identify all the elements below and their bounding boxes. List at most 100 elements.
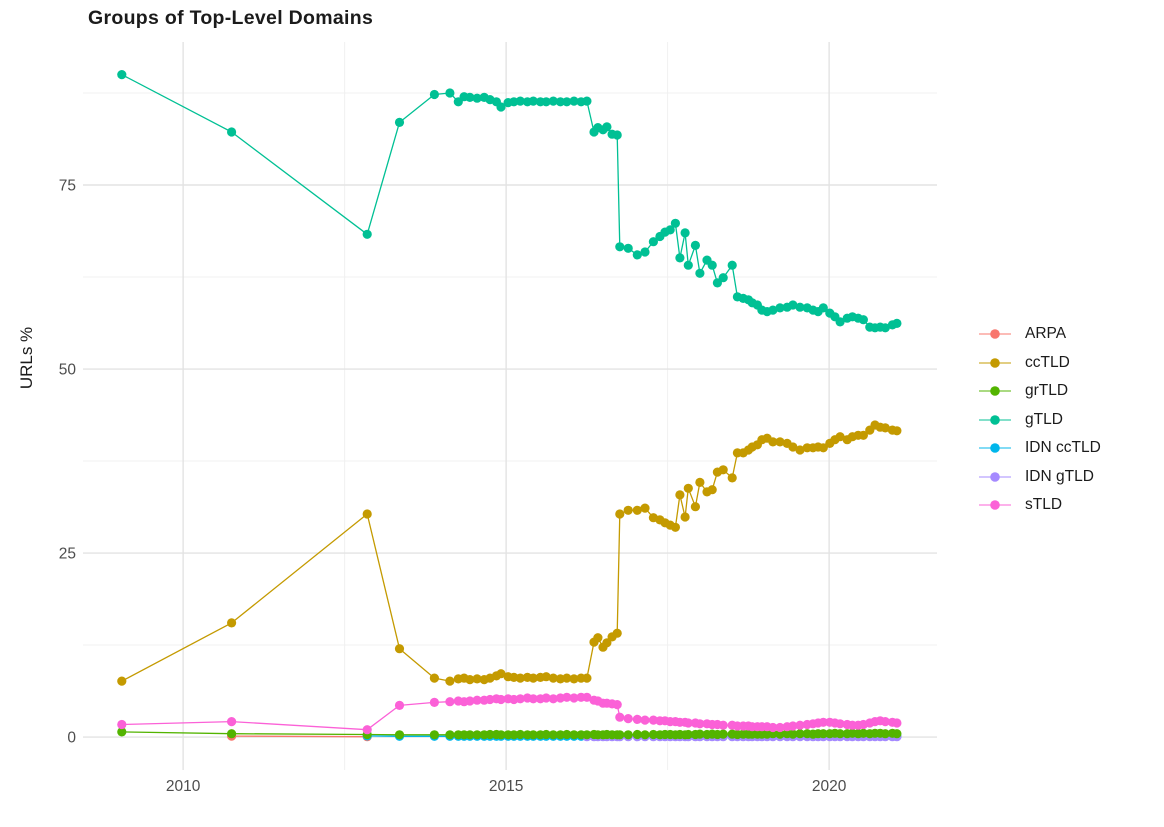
data-point-cctld <box>680 512 690 522</box>
data-point-cctld <box>117 676 127 686</box>
data-point-grtld <box>695 729 705 739</box>
data-point-gtld <box>496 102 506 112</box>
data-point-cctld <box>227 618 237 628</box>
data-point-grtld <box>835 729 845 739</box>
data-point-grtld <box>818 729 828 739</box>
data-point-grtld <box>788 729 798 739</box>
data-point-grtld <box>429 730 439 740</box>
series-stld-points <box>117 692 902 735</box>
data-point-gtld <box>562 97 572 107</box>
series-gtld-line <box>121 74 898 329</box>
legend-label-cctld: ccTLD <box>1025 353 1070 371</box>
data-point-cctld <box>569 674 579 684</box>
legend-key-dot <box>990 386 1000 396</box>
legend-key-dot <box>990 357 1000 368</box>
data-point-stld <box>775 722 785 733</box>
data-point-gtld <box>472 93 482 103</box>
chart-title: Groups of Top-Level Domains <box>88 7 374 29</box>
data-point-cctld <box>429 673 439 683</box>
data-point-grtld <box>445 730 455 740</box>
legend-key-stld <box>979 500 1011 510</box>
legend-label-idn-cctld: IDN ccTLD <box>1025 439 1101 456</box>
data-point-cctld <box>612 628 622 638</box>
data-point-grtld <box>775 729 785 739</box>
y-tick-label: 50 <box>59 362 77 379</box>
data-point-gtld <box>569 96 579 106</box>
data-point-stld <box>718 720 728 730</box>
data-point-cctld <box>548 673 558 683</box>
data-point-cctld <box>775 437 785 447</box>
data-point-gtld <box>632 250 642 260</box>
data-point-grtld <box>718 729 728 739</box>
data-point-grtld <box>632 729 642 740</box>
data-point-stld <box>429 697 439 708</box>
data-point-cctld <box>795 445 805 455</box>
x-tick-label: 2010 <box>166 778 201 795</box>
data-point-gtld <box>612 130 622 140</box>
legend-item-grtld: grTLD <box>978 381 1101 401</box>
data-point-gtld <box>768 305 778 315</box>
data-point-cctld <box>640 503 650 513</box>
data-point-gtld <box>528 96 538 106</box>
y-axis-title: URLs % <box>17 326 36 390</box>
data-point-stld <box>632 714 642 725</box>
legend-key-dot <box>990 500 1000 510</box>
data-point-gtld <box>445 88 455 98</box>
data-point-stld <box>528 694 538 704</box>
legend-label-gtld: gTLD <box>1025 410 1063 428</box>
data-point-cctld <box>632 505 642 515</box>
data-point-gtld <box>818 303 828 313</box>
data-point-cctld <box>615 509 625 519</box>
data-point-cctld <box>362 509 372 519</box>
data-point-grtld <box>623 730 633 740</box>
data-point-cctld <box>695 477 705 487</box>
legend-key-cctld <box>979 357 1011 368</box>
data-point-gtld <box>775 303 785 313</box>
data-point-grtld <box>528 730 538 740</box>
data-point-stld <box>541 693 551 703</box>
data-point-cctld <box>445 676 455 686</box>
legend-item-idn-cctld: IDN ccTLD <box>978 438 1101 458</box>
y-tick-label: 25 <box>59 546 76 563</box>
data-point-cctld <box>562 673 572 683</box>
data-point-gtld <box>582 96 592 106</box>
data-point-grtld <box>640 730 650 740</box>
data-point-stld <box>394 700 405 711</box>
data-point-gtld <box>515 96 525 106</box>
data-point-grtld <box>496 730 506 740</box>
legend-item-idn-gtld: IDN gTLD <box>978 467 1101 487</box>
data-point-gtld <box>680 228 690 238</box>
data-point-gtld <box>795 302 805 312</box>
data-point-gtld <box>788 300 798 310</box>
data-point-grtld <box>541 729 551 740</box>
data-point-gtld <box>707 260 717 270</box>
data-point-gtld <box>623 243 633 253</box>
data-point-gtld <box>892 318 902 328</box>
data-point-stld <box>548 694 558 704</box>
data-point-cctld <box>707 485 717 495</box>
data-point-cctld <box>472 674 482 684</box>
data-point-grtld <box>795 729 805 739</box>
series-gtld-points <box>117 70 902 333</box>
data-point-stld <box>615 712 625 722</box>
data-point-cctld <box>788 442 798 452</box>
data-point-stld <box>117 719 127 730</box>
data-point-grtld <box>569 730 579 740</box>
data-point-cctld <box>465 675 475 685</box>
data-point-grtld <box>227 729 237 739</box>
data-point-stld <box>818 717 828 727</box>
data-point-stld <box>795 720 805 730</box>
data-point-grtld <box>880 729 890 739</box>
data-point-stld <box>612 700 622 710</box>
legend-key-gtld <box>979 414 1011 425</box>
y-tick-label: 0 <box>67 730 76 747</box>
data-point-stld <box>683 718 693 728</box>
data-point-gtld <box>615 242 625 252</box>
data-point-stld <box>562 692 572 702</box>
data-point-gtld <box>429 89 439 100</box>
legend-label-stld: sTLD <box>1025 496 1063 513</box>
data-point-gtld <box>555 97 566 107</box>
data-point-cctld <box>858 430 869 440</box>
data-point-stld <box>496 694 506 705</box>
